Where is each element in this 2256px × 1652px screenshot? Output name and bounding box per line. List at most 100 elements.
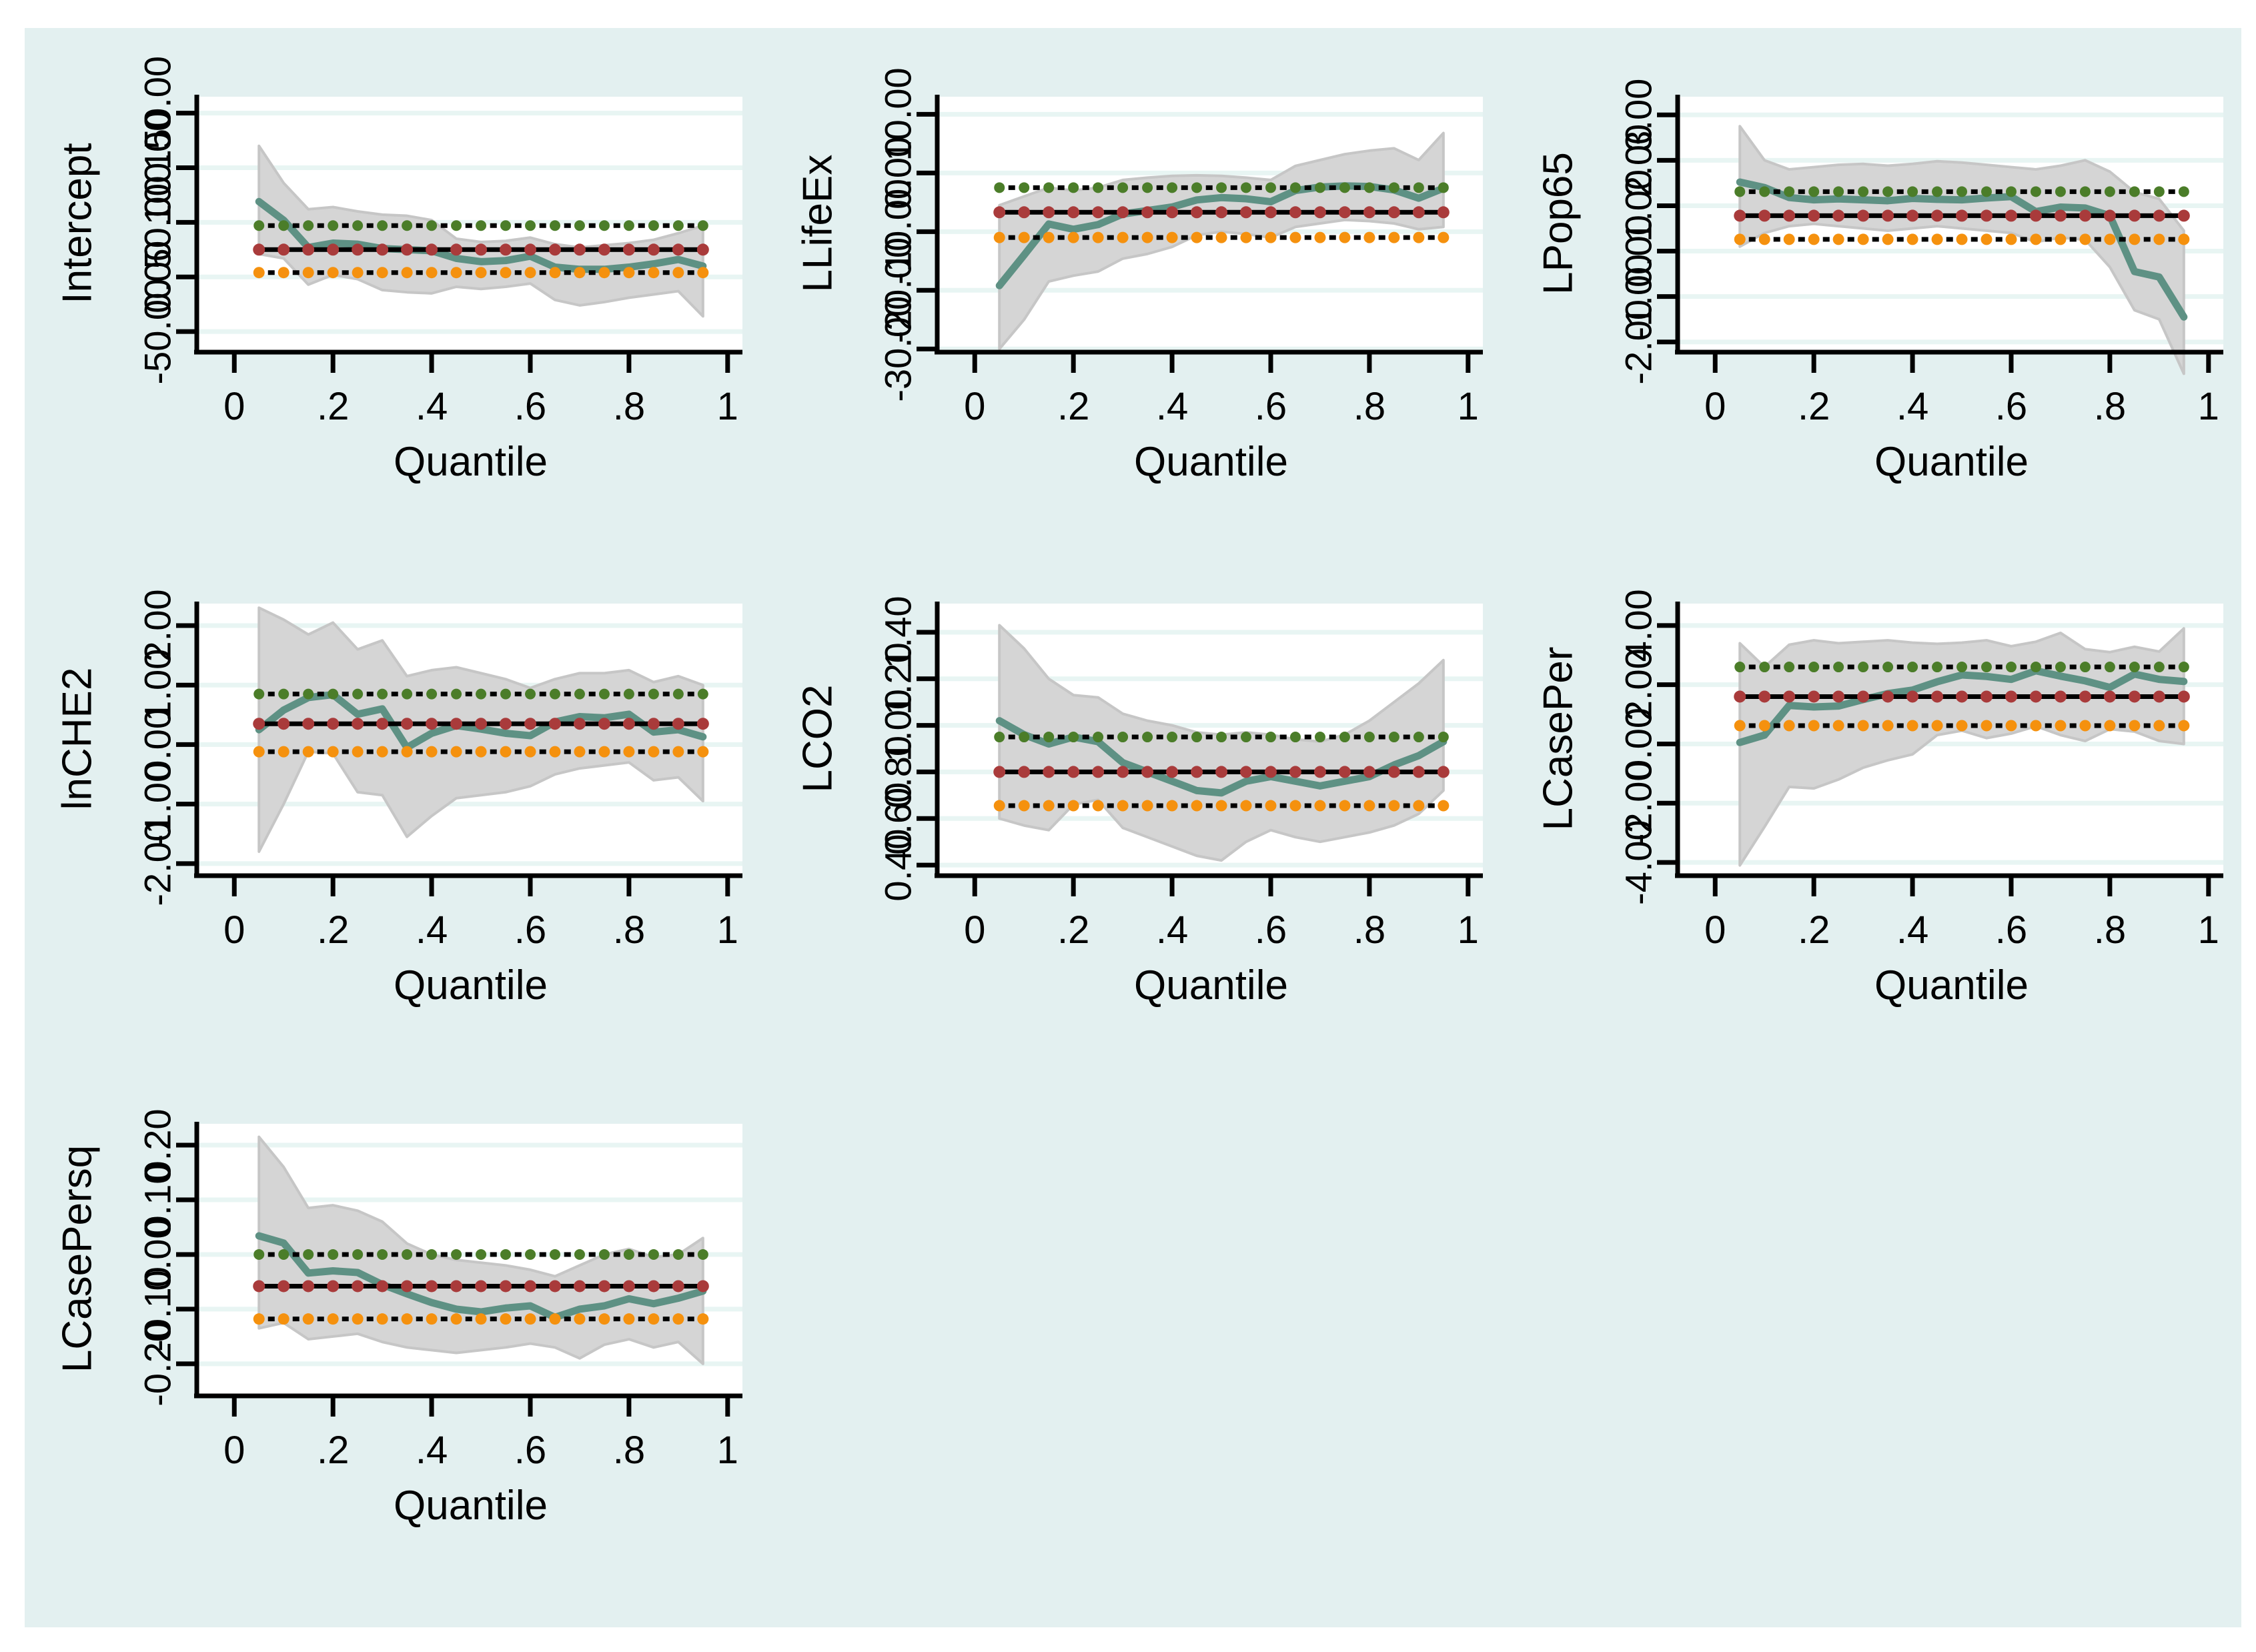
ols-line-dot [548,1280,561,1293]
quantile-panel-LPop65: 3.002.001.000.00-1.00-2.00 0 .2 .4 .6 .8 1 Quan… [1536,79,2223,485]
ols-lower-ci-line-dot [1339,231,1351,243]
ols-upper-ci-line-dot [451,688,462,700]
x-tick-label: 0 [964,385,985,428]
ols-lower-ci-line-dot [1043,800,1055,812]
ols-upper-ci-line-dot [402,1249,413,1260]
ols-line-dot [2153,690,2165,703]
ols-line-dot [1240,766,1253,778]
ols-lower-ci-line-dot [2005,720,2017,732]
ols-upper-ci-line-dot [598,688,610,700]
ols-upper-ci-line-dot [1363,182,1375,193]
ols-line-dot [327,1280,340,1293]
ols-upper-ci-line-dot [2153,186,2165,197]
ols-line-dot [475,1280,488,1293]
ols-upper-ci-line-dot [1932,662,1943,673]
ols-line-dot [253,718,265,730]
ols-upper-ci-line-dot [2055,186,2066,197]
ols-upper-ci-line-dot [1413,732,1424,743]
ols-lower-ci-line-dot [2129,720,2141,732]
ols-upper-ci-line-dot [1784,186,1795,197]
ols-lower-ci-line-dot [1758,720,1770,732]
ols-line-dot [598,1280,610,1293]
ols-lower-ci-line-dot [1906,720,1918,732]
ols-upper-ci-line-dot [2129,186,2140,197]
y-tick-label: -30.00 [877,296,919,402]
ols-lower-ci-line-dot [2055,720,2067,732]
x-tick-label: 1 [1458,908,1479,952]
ols-upper-ci-line-dot [1241,732,1252,743]
ols-line-dot [524,243,536,256]
ols-line-dot [2029,209,2042,222]
ols-upper-ci-line-dot [672,220,684,231]
ols-upper-ci-line-dot [278,1249,290,1260]
x-tick-label: .2 [1798,385,1830,428]
ols-upper-ci-line-dot [1907,186,1918,197]
ols-lower-ci-line-dot [352,1313,364,1325]
ols-line-dot [2103,690,2116,703]
x-tick-label: .6 [1995,908,2027,952]
y-tick-label: -1.00 [137,762,179,847]
ols-lower-ci-line-dot [475,746,487,758]
x-tick-label: 1 [1458,385,1479,428]
ols-lower-ci-line-dot [648,267,660,279]
ols-lower-ci-line-dot [1832,720,1844,732]
ols-lower-ci-line-dot [1413,231,1425,243]
ols-lower-ci-line-dot [253,267,265,279]
ols-upper-ci-line-dot [1142,182,1153,193]
ols-line-dot [1289,766,1301,778]
ols-line-dot [2177,690,2190,703]
ols-lower-ci-line-dot [1339,800,1351,812]
ols-line-dot [1758,690,1771,703]
ols-line-dot [1437,766,1450,778]
x-tick-label: 1 [717,1429,738,1472]
ols-lower-ci-line-dot [672,746,684,758]
ols-upper-ci-line-dot [1956,186,1968,197]
ols-upper-ci-line-dot [500,1249,512,1260]
panel-title: LCO2 [795,685,841,793]
quantile-panel-LCasePer: 4.002.000.00-2.00-4.00 0 .2 .4 .6 .8 1 Quantile… [1536,589,2223,1008]
ols-line-dot [1734,690,1746,703]
ols-line-dot [1240,206,1253,219]
ols-line-dot [2054,209,2067,222]
ols-upper-ci-line-dot [2153,662,2165,673]
ols-upper-ci-line-dot [1734,662,1746,673]
y-tick-label: 0.00 [137,1218,179,1291]
ols-upper-ci-line-dot [574,220,585,231]
quantile-panel-LCO2: 1.401.201.000.800.600.40 0 .2 .4 .6 .8 1 Quanti… [795,596,1483,1008]
ols-lower-ci-line-dot [1265,231,1277,243]
y-tick-label: 0.00 [1618,215,1660,287]
ols-upper-ci-line-dot [994,182,1005,193]
ols-lower-ci-line-dot [1783,233,1795,245]
x-tick-label: 0 [1704,385,1726,428]
ols-upper-ci-line-dot [476,688,487,700]
ols-upper-ci-line-dot [1759,186,1770,197]
ols-upper-ci-line-dot [2079,662,2091,673]
ols-line-dot [2153,209,2165,222]
ols-upper-ci-line-dot [1808,662,1820,673]
ols-upper-ci-line-dot [1314,732,1325,743]
ols-upper-ci-line-dot [1734,186,1746,197]
ols-line-dot [1931,209,1944,222]
ols-lower-ci-line-dot [500,267,512,279]
ols-upper-ci-line-dot [1956,662,1968,673]
ols-lower-ci-line-dot [524,267,536,279]
x-axis-title: Quantile [1874,439,2029,485]
x-tick-label: 0 [964,908,985,952]
ols-line-dot [598,243,610,256]
ols-upper-ci-line-dot [524,688,536,700]
ols-lower-ci-line-dot [1092,800,1104,812]
y-tick-label: 0.00 [877,137,919,209]
x-tick-label: .6 [514,908,546,952]
ols-lower-ci-line-dot [1906,233,1918,245]
x-tick-label: .4 [1896,908,1928,952]
ols-upper-ci-line-dot [1142,732,1153,743]
y-tick-label: -50.00 [137,279,179,385]
ols-line-dot [1808,690,1820,703]
ols-lower-ci-line-dot [1141,800,1153,812]
x-tick-label: 1 [717,908,738,952]
ols-upper-ci-line-dot [1833,186,1844,197]
ols-line-dot [2005,209,2017,222]
ols-line-dot [622,1280,635,1293]
ols-line-dot [500,718,512,730]
ols-line-dot [376,243,389,256]
